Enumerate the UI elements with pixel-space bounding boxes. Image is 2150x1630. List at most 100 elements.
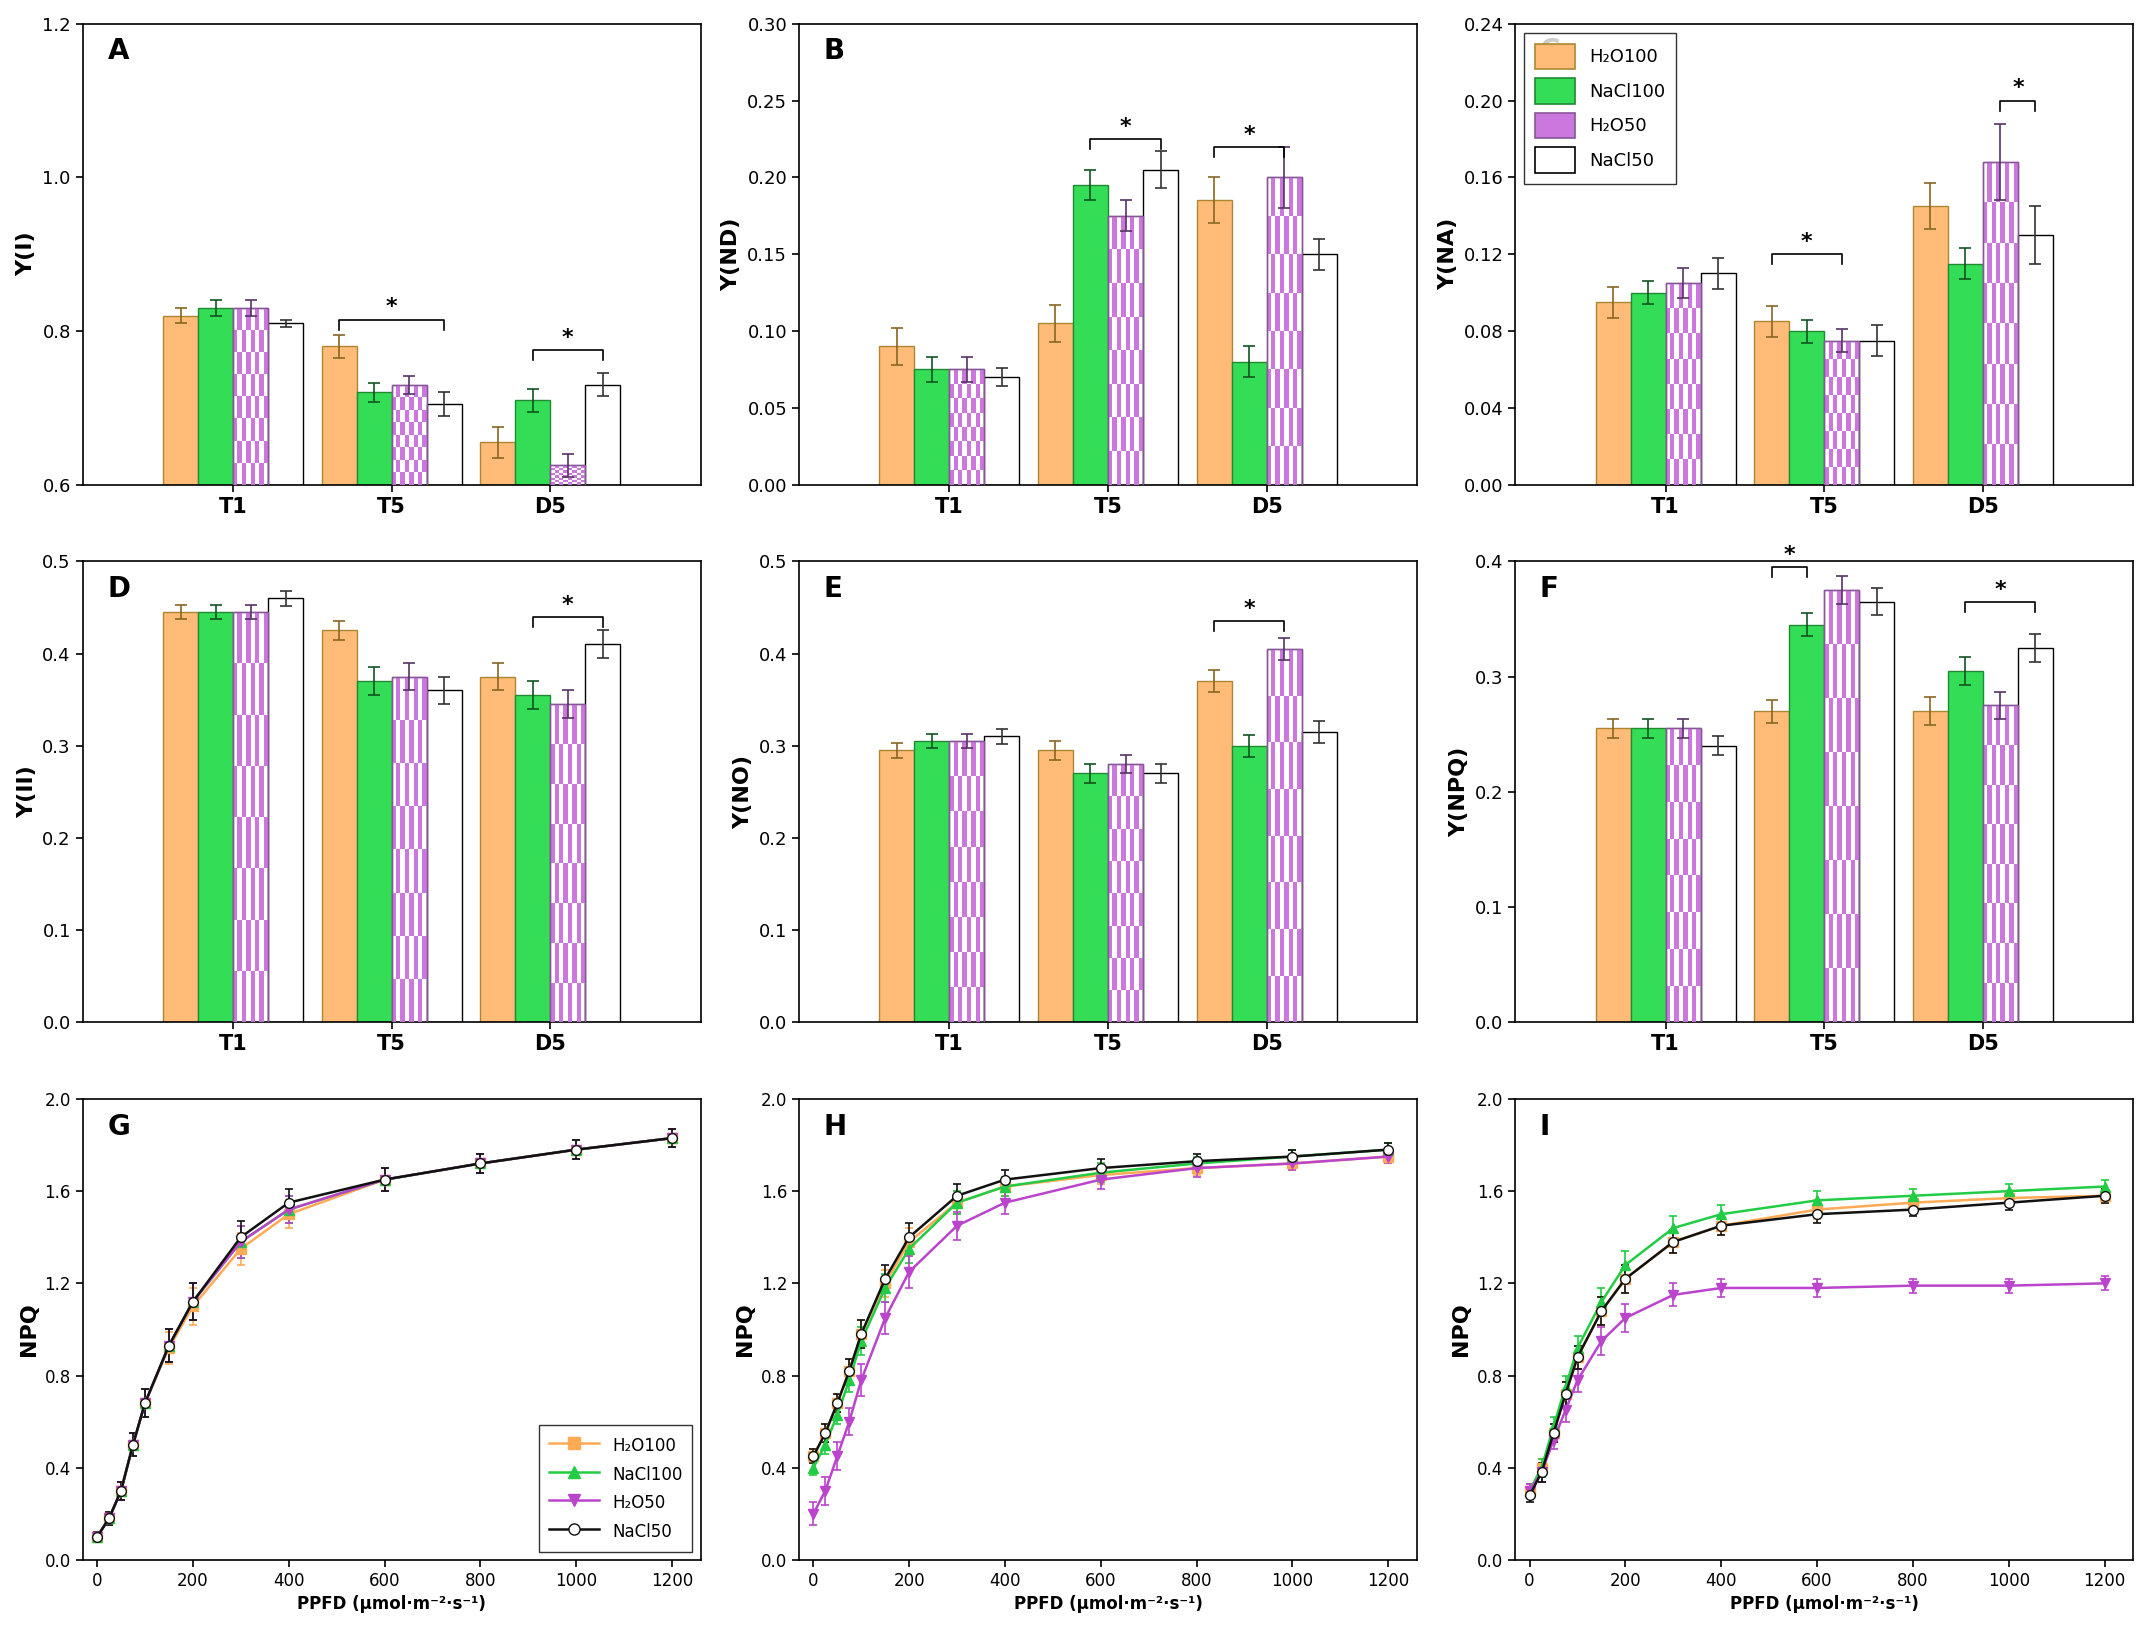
Y-axis label: Y(ND): Y(ND) — [722, 217, 742, 290]
Bar — [1692, 308, 1696, 334]
Bar — [252, 971, 256, 1022]
Bar — [550, 468, 555, 471]
Bar — [396, 460, 400, 473]
Text: *: * — [1802, 231, 1812, 253]
Bar — [1140, 417, 1144, 452]
Bar — [232, 611, 269, 1022]
Text: I: I — [1539, 1113, 1550, 1141]
Bar — [559, 468, 563, 471]
Bar — [1838, 341, 1843, 359]
Bar — [950, 471, 955, 484]
Bar — [413, 460, 417, 473]
Bar — [1789, 624, 1825, 1022]
Bar — [576, 903, 580, 942]
Bar — [1284, 789, 1288, 836]
Bar — [2004, 323, 2010, 363]
Bar — [1982, 825, 1987, 864]
Text: *: * — [1243, 124, 1256, 145]
Bar — [1198, 200, 1232, 484]
Bar — [1830, 807, 1834, 861]
Bar — [396, 385, 400, 398]
Bar — [980, 812, 985, 846]
Bar — [576, 983, 580, 1022]
Bar — [404, 936, 408, 980]
Bar — [1991, 445, 1995, 484]
Bar — [1675, 839, 1679, 875]
Bar — [585, 644, 621, 1022]
Bar — [1982, 284, 1987, 323]
Bar — [976, 846, 980, 882]
Bar — [572, 784, 576, 823]
Bar — [1124, 797, 1131, 828]
Bar — [1666, 986, 1671, 1022]
Bar — [1692, 913, 1696, 949]
Bar — [955, 742, 959, 776]
Bar — [404, 676, 408, 720]
Bar — [1266, 215, 1271, 254]
Bar — [1855, 590, 1860, 644]
Bar — [1266, 882, 1271, 929]
Bar — [1112, 828, 1116, 861]
Bar — [252, 463, 256, 484]
Bar — [1131, 417, 1135, 452]
Bar — [232, 419, 236, 440]
Bar — [555, 471, 559, 473]
Bar — [1834, 430, 1838, 448]
Bar — [959, 471, 963, 484]
Bar — [550, 466, 585, 484]
Bar — [976, 471, 980, 484]
Bar — [1987, 161, 1991, 202]
Bar — [241, 419, 247, 440]
Bar — [1825, 590, 1860, 1022]
Bar — [417, 447, 421, 460]
Bar — [264, 919, 269, 971]
Bar — [408, 807, 413, 849]
Bar — [1688, 875, 1692, 913]
Bar — [2000, 363, 2004, 404]
Bar — [959, 918, 963, 952]
Bar — [260, 663, 264, 714]
Bar — [963, 370, 968, 383]
Bar — [959, 988, 963, 1022]
Bar — [968, 918, 972, 952]
Bar — [1834, 644, 1838, 698]
Y-axis label: NPQ: NPQ — [735, 1302, 755, 1356]
Text: D: D — [108, 575, 131, 603]
Bar — [1847, 412, 1851, 430]
Bar — [1851, 861, 1855, 914]
Bar — [1275, 696, 1279, 742]
Bar — [1675, 359, 1679, 383]
Bar — [232, 611, 269, 1022]
Bar — [572, 466, 576, 468]
Bar — [236, 919, 241, 971]
Bar — [1671, 284, 1675, 308]
Bar — [260, 766, 264, 817]
Bar — [1834, 968, 1838, 1022]
Bar — [408, 422, 413, 435]
Bar — [391, 893, 396, 936]
Bar — [950, 370, 985, 484]
Bar — [972, 398, 976, 412]
Bar — [968, 988, 972, 1022]
Bar — [2019, 647, 2053, 1022]
Bar — [1275, 976, 1279, 1022]
Bar — [1131, 215, 1135, 249]
Bar — [1679, 875, 1683, 913]
Bar — [1279, 836, 1284, 882]
Bar — [968, 471, 972, 484]
Bar — [1692, 359, 1696, 383]
Bar — [1830, 698, 1834, 751]
Bar — [2015, 864, 2019, 903]
Bar — [976, 442, 980, 456]
X-axis label: PPFD (μmol·m⁻²·s⁻¹): PPFD (μmol·m⁻²·s⁻¹) — [1013, 1596, 1202, 1614]
Bar — [391, 676, 426, 1022]
Bar — [1843, 644, 1847, 698]
Bar — [408, 893, 413, 936]
Bar — [1107, 861, 1112, 893]
Bar — [232, 663, 236, 714]
Bar — [963, 812, 968, 846]
Bar — [972, 812, 976, 846]
Bar — [1296, 649, 1301, 696]
Bar — [1696, 875, 1701, 913]
Bar — [426, 691, 462, 1022]
